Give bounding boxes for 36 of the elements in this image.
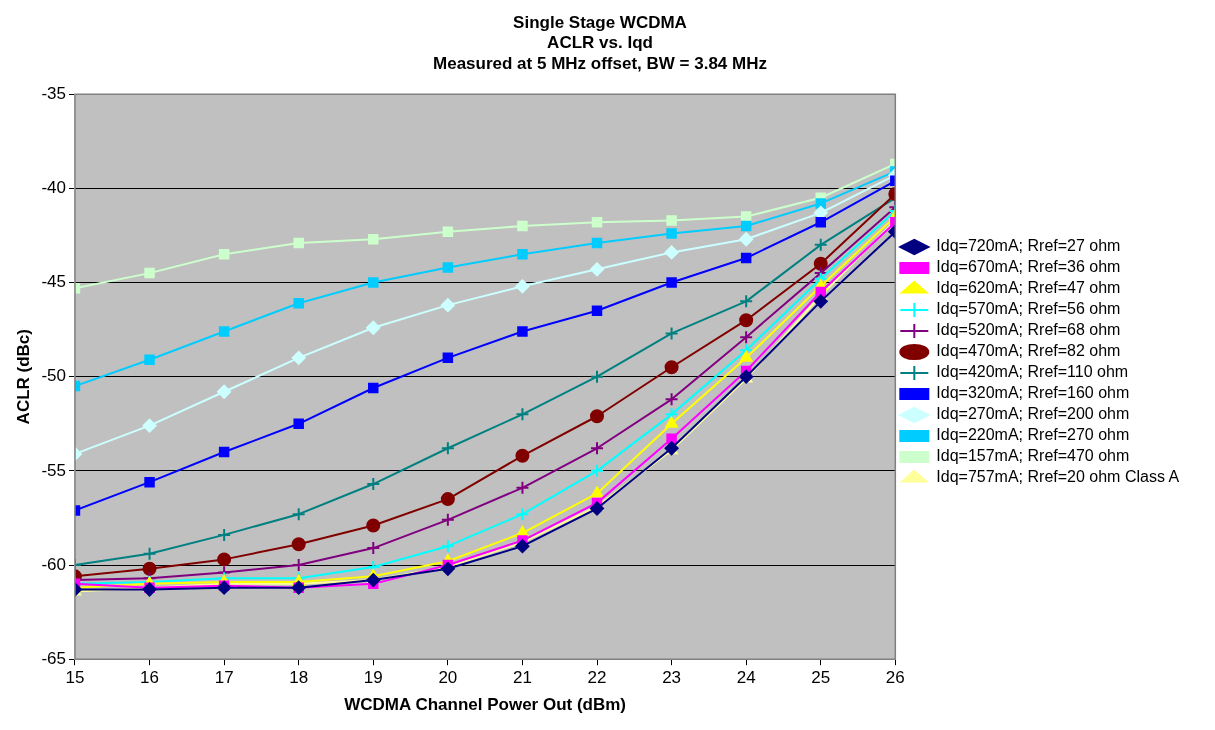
y-tick-label: -45	[41, 272, 66, 292]
x-tick-label: 26	[885, 668, 905, 688]
y-tick-label: -40	[41, 178, 66, 198]
legend-label: Idq=270mA; Rref=200 ohm	[936, 405, 1130, 423]
x-tick-label: 19	[363, 668, 383, 688]
text: Measured at 5 MHz offset, BW = 3.84 MHz	[433, 53, 767, 73]
text: Single Stage WCDMA	[513, 12, 687, 32]
y-tick-label: -50	[41, 366, 66, 386]
legend-label: Idq=670mA; Rref=36 ohm	[936, 258, 1121, 276]
x-axis-title: WCDMA Channel Power Out (dBm)	[344, 695, 627, 715]
text: ACLR vs. Iqd	[547, 33, 653, 53]
legend-label: Idq=757mA; Rref=20 ohm Class A	[936, 468, 1180, 486]
legend-label: Idq=320mA; Rref=160 ohm	[936, 384, 1130, 402]
y-tick-label: -35	[41, 83, 66, 103]
x-tick-label: 16	[140, 668, 160, 688]
x-tick-label: 23	[662, 668, 682, 688]
x-tick-label: 20	[438, 668, 458, 688]
y-tick-label: -60	[41, 554, 66, 574]
legend-label: Idq=470mA; Rref=82 ohm	[936, 342, 1121, 360]
x-tick-label: 21	[512, 668, 532, 688]
legend-label: Idq=520mA; Rref=68 ohm	[936, 321, 1121, 339]
x-tick-label: 17	[214, 668, 234, 688]
y-tick-label: -55	[41, 460, 66, 480]
x-tick-label: 25	[811, 668, 831, 688]
legend-label: Idq=220mA; Rref=270 ohm	[936, 426, 1130, 444]
legend-label: Idq=620mA; Rref=47 ohm	[936, 279, 1121, 297]
x-tick-label: 22	[587, 668, 607, 688]
legend-label: Idq=570mA; Rref=56 ohm	[936, 300, 1121, 318]
legend-label: Idq=420mA; Rref=110 ohm	[936, 363, 1129, 381]
legend-label: Idq=720mA; Rref=27 ohm	[936, 237, 1121, 255]
y-axis-title: ACLR (dBc)	[13, 329, 33, 425]
x-tick-label: 15	[65, 668, 85, 688]
legend-label: Idq=157mA; Rref=470 ohm	[936, 447, 1130, 465]
x-tick-label: 18	[289, 668, 309, 688]
x-tick-label: 24	[736, 668, 756, 688]
y-tick-label: -65	[41, 648, 66, 668]
